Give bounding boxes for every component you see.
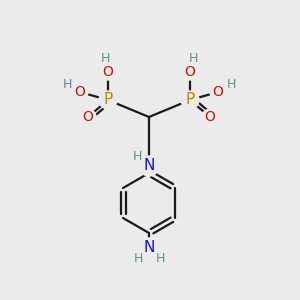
Text: O: O	[75, 85, 86, 99]
Text: N: N	[143, 158, 155, 173]
Text: N: N	[143, 241, 155, 256]
Text: H: H	[132, 151, 142, 164]
Text: H: H	[62, 79, 72, 92]
Circle shape	[202, 109, 218, 125]
Text: H: H	[155, 251, 165, 265]
Circle shape	[181, 91, 199, 109]
Circle shape	[100, 64, 116, 80]
Text: O: O	[213, 85, 224, 99]
Circle shape	[139, 238, 159, 258]
Circle shape	[182, 64, 198, 80]
Text: O: O	[205, 110, 215, 124]
Text: O: O	[103, 65, 113, 79]
Circle shape	[210, 84, 226, 100]
Text: O: O	[184, 65, 195, 79]
Text: H: H	[133, 251, 143, 265]
Text: H: H	[100, 52, 110, 65]
Circle shape	[72, 84, 88, 100]
Text: P: P	[103, 92, 112, 107]
Text: H: H	[226, 79, 236, 92]
Circle shape	[99, 91, 117, 109]
Circle shape	[139, 156, 159, 176]
Circle shape	[80, 109, 96, 125]
Text: H: H	[188, 52, 198, 65]
Text: O: O	[82, 110, 93, 124]
Text: P: P	[185, 92, 195, 107]
